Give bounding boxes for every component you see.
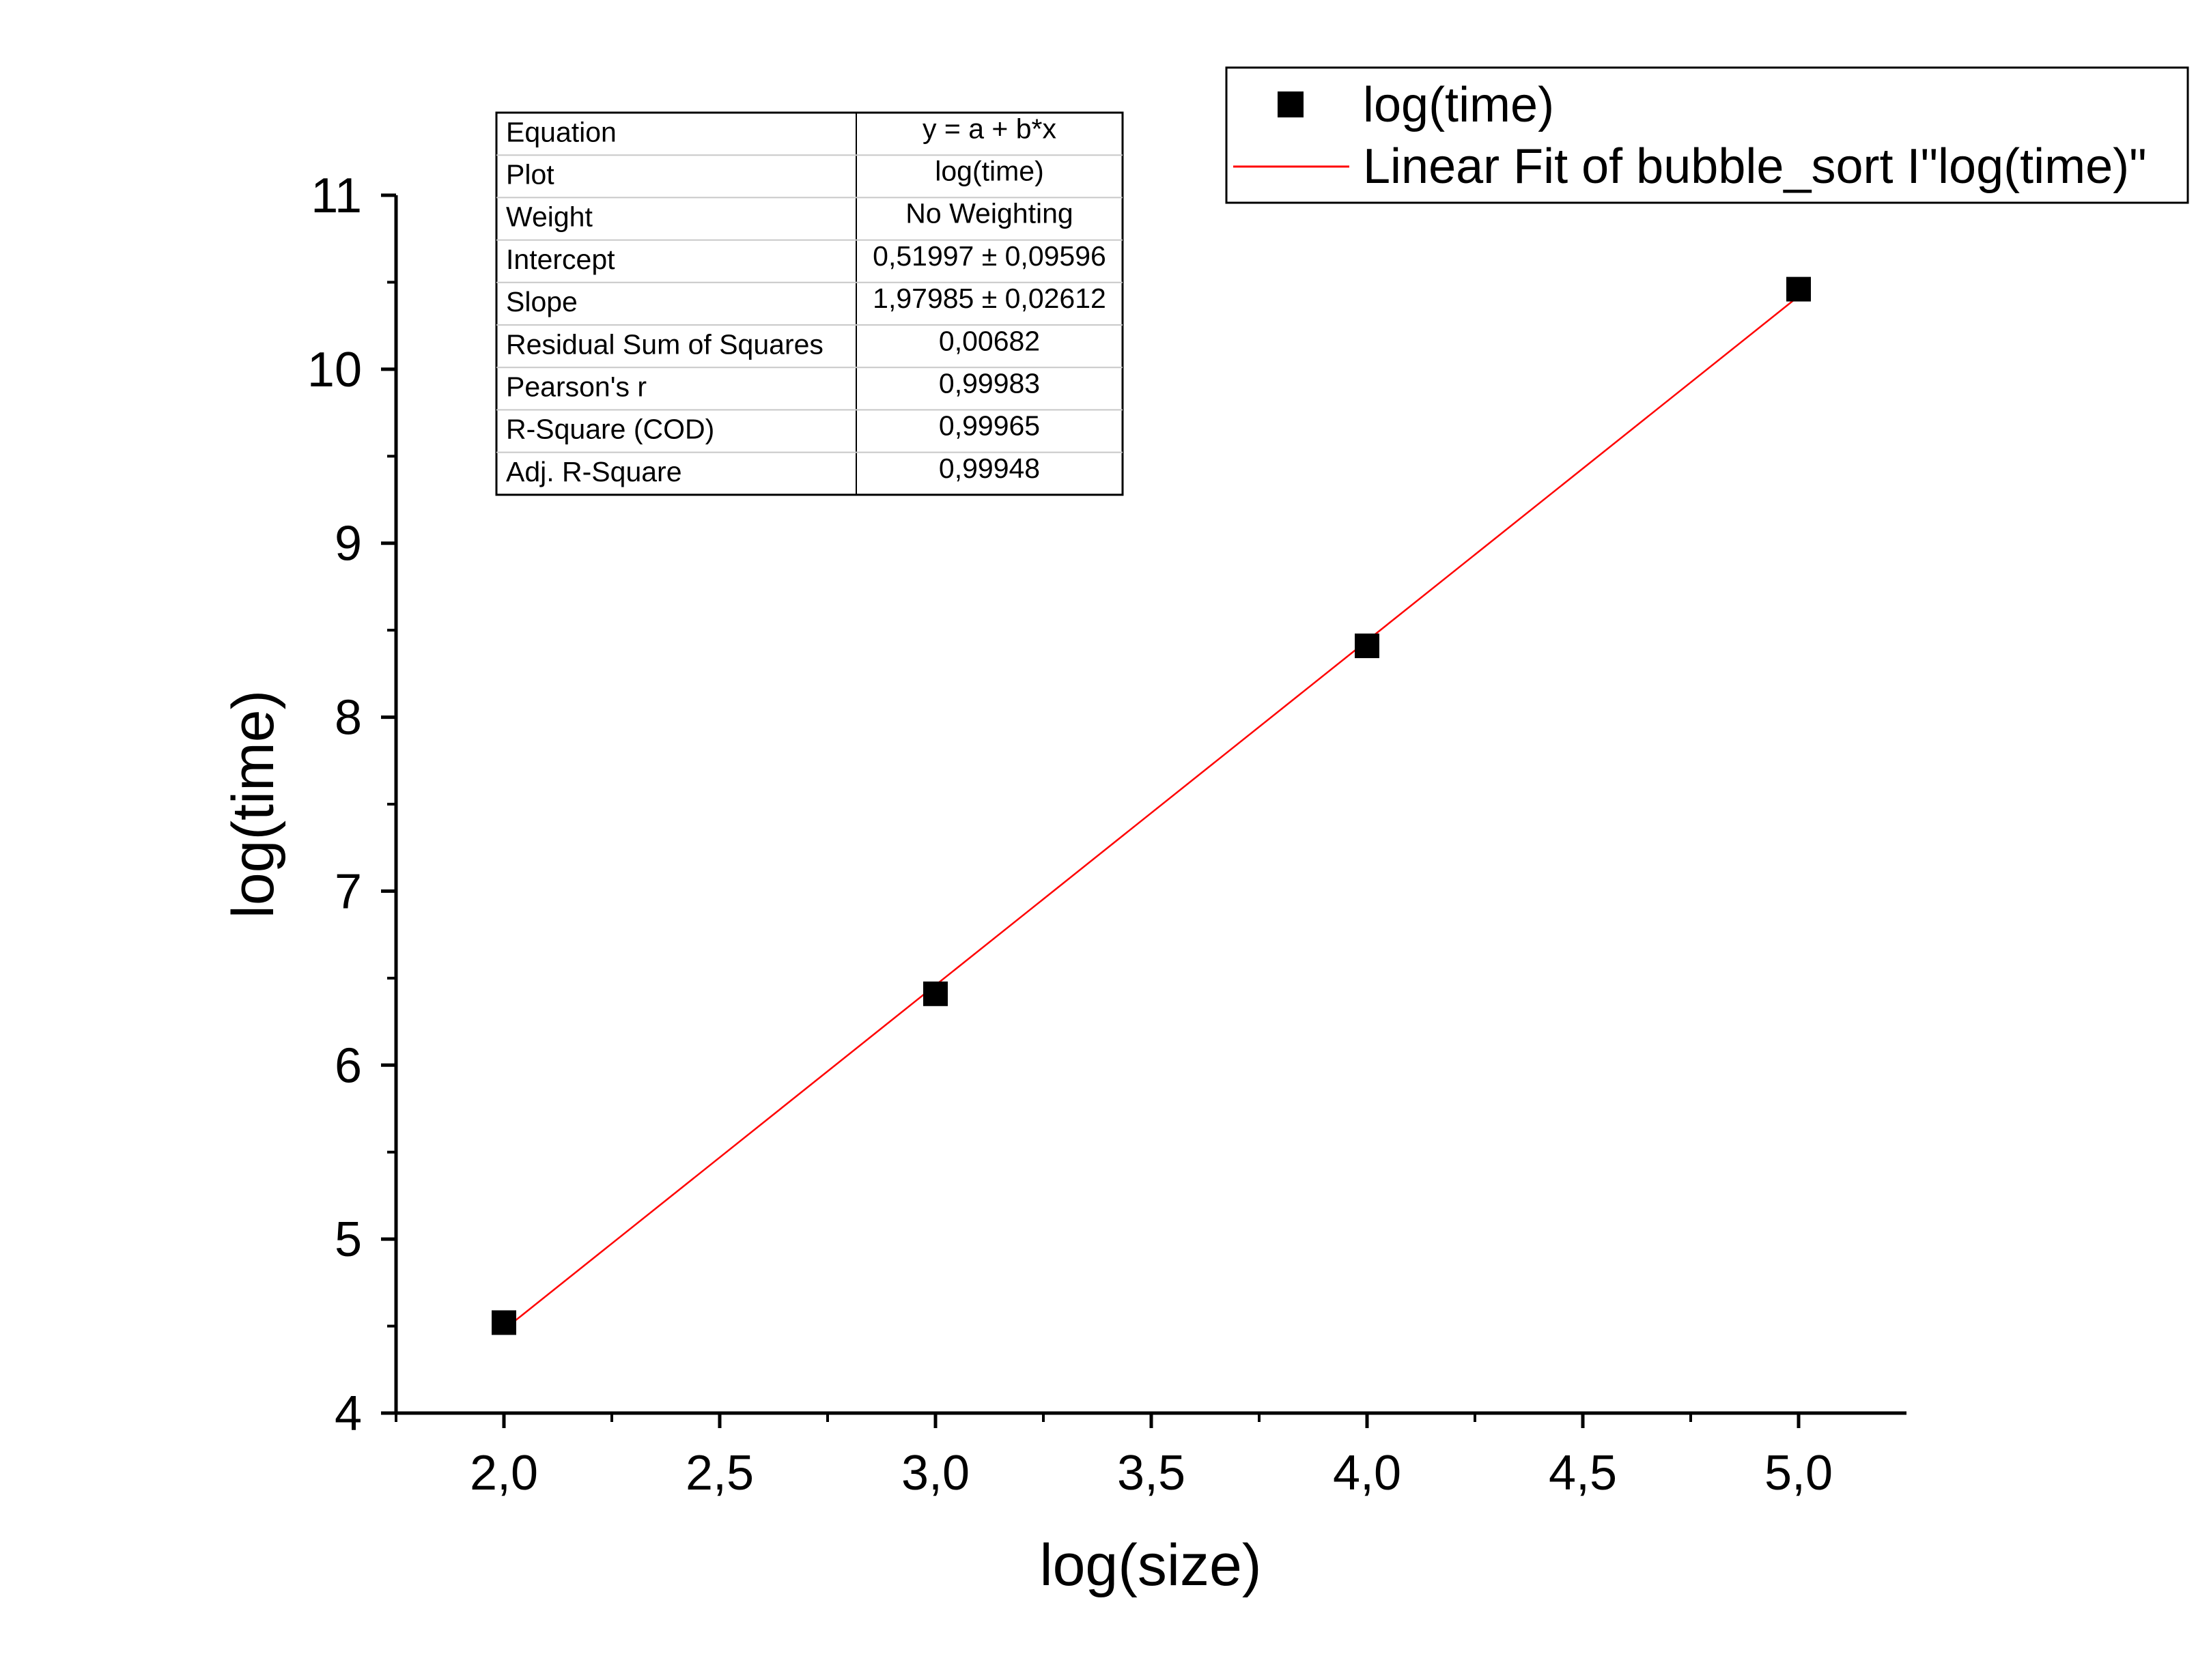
x-tick-label: 2,5 — [686, 1446, 754, 1500]
stats-table-value: 0,99983 — [939, 368, 1040, 399]
y-tick-label: 5 — [335, 1212, 362, 1267]
legend-entry-fit: Linear Fit of bubble_sort I"log(time)" — [1363, 139, 2147, 194]
x-axis-title: log(size) — [1040, 1533, 1262, 1598]
stats-table-value: log(time) — [935, 156, 1043, 187]
y-tick-label: 4 — [335, 1386, 362, 1441]
y-axis-title: log(time) — [221, 690, 286, 919]
y-tick-label: 11 — [311, 169, 362, 223]
stats-table-value: 1,97985 ± 0,02612 — [873, 283, 1106, 314]
linear-fit-line — [503, 296, 1799, 1330]
legend: log(time) Linear Fit of bubble_sort I"lo… — [1225, 66, 2189, 204]
x-tick-label: 3,0 — [901, 1446, 970, 1500]
legend-marker-square — [1278, 91, 1304, 117]
data-point — [1786, 276, 1811, 302]
x-tick-label: 2,0 — [470, 1446, 538, 1500]
stats-table-label: Equation — [506, 116, 617, 147]
x-tick-label: 3,5 — [1117, 1446, 1185, 1500]
stats-table-label: Intercept — [506, 244, 615, 275]
y-tick-label: 8 — [335, 691, 362, 745]
y-tick-label: 6 — [335, 1038, 362, 1093]
stats-table-value: y = a + b*x — [923, 113, 1057, 144]
stats-table-value: 0,00682 — [939, 325, 1040, 356]
stats-table-label: Slope — [506, 286, 578, 317]
x-tick-label: 4,0 — [1333, 1446, 1401, 1500]
stats-table-label: Plot — [506, 158, 554, 190]
stats-table-label: Weight — [506, 201, 593, 233]
data-point — [1355, 633, 1379, 659]
stats-table-label: Residual Sum of Squares — [506, 328, 824, 360]
legend-frame — [1225, 66, 2189, 204]
stats-table-label: Adj. R-Square — [506, 456, 682, 487]
legend-entry-scatter: log(time) — [1363, 78, 1554, 132]
y-tick-label: 10 — [307, 343, 362, 397]
x-tick-label: 4,5 — [1549, 1446, 1617, 1500]
stats-table-label: R-Square (COD) — [506, 414, 714, 445]
stats-table-value: No Weighting — [905, 198, 1073, 229]
y-tick-label: 7 — [335, 864, 362, 919]
stats-table-frame — [495, 111, 1124, 496]
stats-table-value: 0,99965 — [939, 410, 1040, 442]
x-tick-label: 5,0 — [1764, 1446, 1833, 1500]
y-axis-ticks: 4 5 6 7 8 9 10 11 — [307, 169, 396, 1441]
stats-table-label: Pearson's r — [506, 371, 647, 402]
stats-table: Equation y = a + b*x Plot log(time) Weight No… — [495, 111, 1124, 496]
data-point — [923, 981, 948, 1006]
y-tick-label: 9 — [335, 517, 362, 571]
stats-table-value: 0,51997 ± 0,09596 — [873, 240, 1106, 272]
x-axis-ticks: 2,0 2,5 3,0 3,5 4,0 4,5 5,0 — [395, 1413, 1833, 1500]
data-point — [492, 1310, 516, 1335]
stats-table-value: 0,99948 — [939, 453, 1040, 484]
plot-area — [492, 276, 1811, 1335]
